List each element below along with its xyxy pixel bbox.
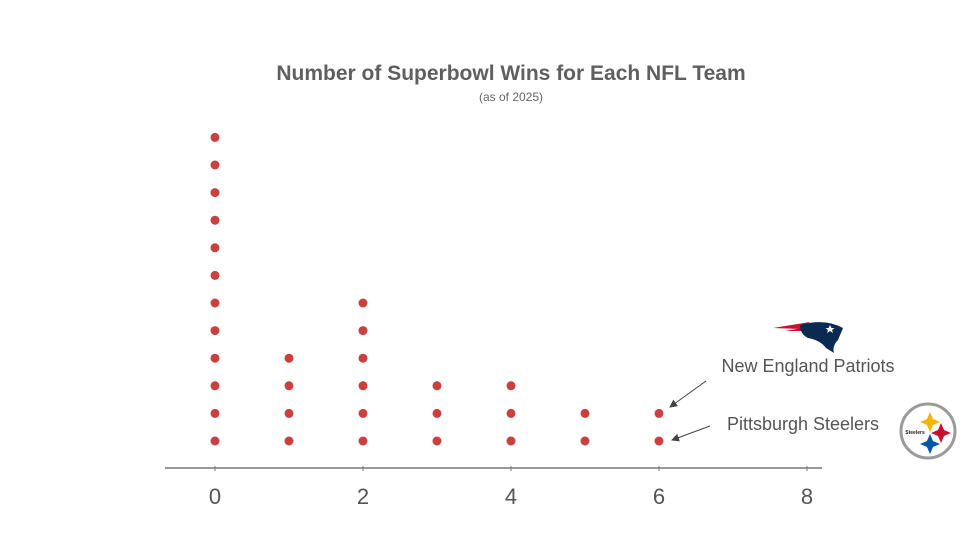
x-tick-label: 2 <box>357 484 369 509</box>
dot-point <box>506 381 516 391</box>
dot-point <box>654 408 664 418</box>
dot-point <box>284 408 294 418</box>
dot-point <box>432 436 442 446</box>
dot-point <box>210 408 220 418</box>
dot-point <box>580 408 590 418</box>
dot-point <box>654 436 664 446</box>
dot-point <box>358 381 368 391</box>
dot-point <box>432 408 442 418</box>
dot-point <box>210 326 220 336</box>
dot-point <box>284 436 294 446</box>
dot-point <box>210 353 220 363</box>
x-tick-label: 6 <box>653 484 665 509</box>
dot-point <box>210 270 220 280</box>
dot-point <box>210 188 220 198</box>
patriots-arrow <box>669 380 707 408</box>
dot-point <box>284 353 294 363</box>
dot-point <box>506 436 516 446</box>
dot-point <box>210 215 220 225</box>
dot-point <box>506 408 516 418</box>
chart-subtitle: (as of 2025) <box>479 90 543 104</box>
dot-point <box>358 298 368 308</box>
annotation-patriots: New England Patriots <box>721 356 894 376</box>
svg-text:Steelers: Steelers <box>905 430 925 436</box>
dot-point <box>358 353 368 363</box>
dot-point <box>210 243 220 253</box>
dot-point <box>210 381 220 391</box>
dot-point <box>580 436 590 446</box>
annotation-steelers: Pittsburgh Steelers <box>727 414 879 434</box>
dot-point <box>210 132 220 142</box>
x-tick-label: 0 <box>209 484 221 509</box>
dot-point <box>358 408 368 418</box>
dot-point <box>284 381 294 391</box>
x-tick-label: 4 <box>505 484 517 509</box>
dot-point <box>210 436 220 446</box>
patriots-logo <box>773 322 843 353</box>
x-tick-label: 8 <box>801 484 813 509</box>
steelers-logo: Steelers <box>899 402 957 460</box>
dot-point <box>210 160 220 170</box>
dot-point <box>432 381 442 391</box>
dot-point <box>358 436 368 446</box>
dot-point <box>358 326 368 336</box>
steelers-arrow <box>671 425 711 442</box>
dot-point <box>210 298 220 308</box>
chart-title: Number of Superbowl Wins for Each NFL Te… <box>276 62 745 85</box>
